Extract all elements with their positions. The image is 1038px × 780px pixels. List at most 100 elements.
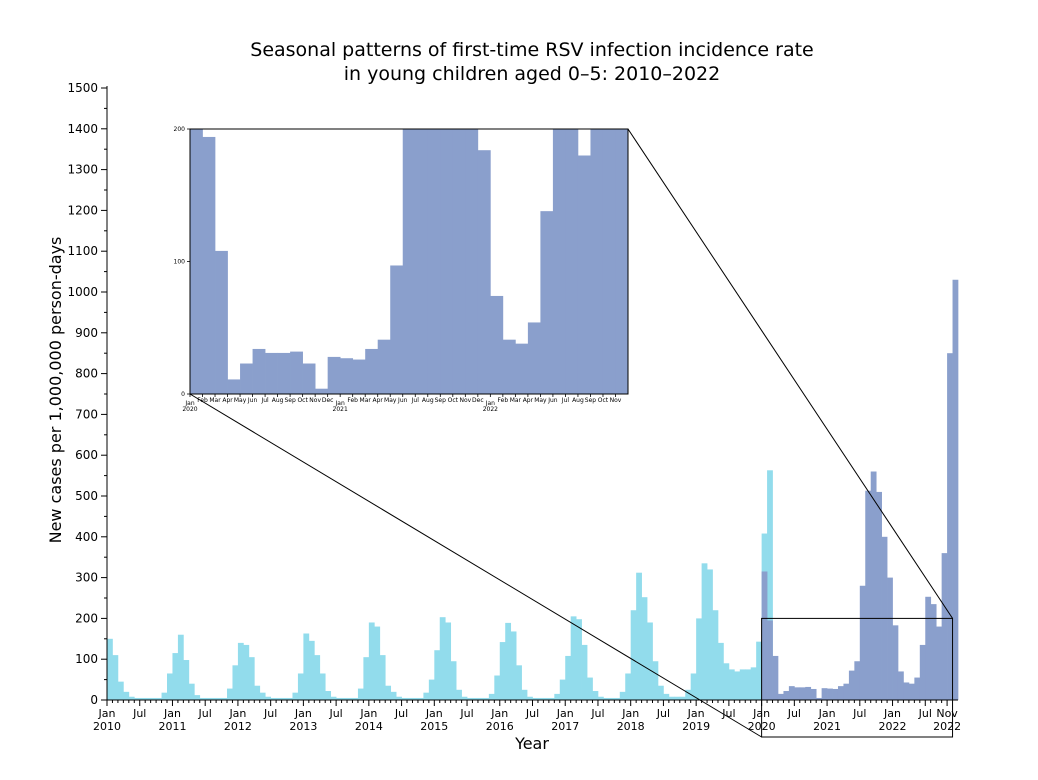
inset-bar-19 xyxy=(427,129,441,394)
bar-pre-109 xyxy=(701,563,708,700)
x-axis-label: Year xyxy=(514,734,549,753)
bar-post-147 xyxy=(908,683,915,700)
main-bars xyxy=(107,279,959,700)
x-tick-label-108: Jan xyxy=(687,707,705,720)
bar-post-138 xyxy=(859,585,866,700)
inset-bar-7 xyxy=(277,352,291,394)
inset-x-tick-label-30: Jul xyxy=(561,397,570,404)
bar-post-153 xyxy=(941,553,948,700)
bar-pre-121 xyxy=(767,470,773,700)
x-tick-label-72: Jan xyxy=(490,707,508,720)
bar-pre-69 xyxy=(483,697,490,700)
inset-x-tick-label-25: Feb xyxy=(498,397,509,404)
bar-pre-25 xyxy=(243,644,250,700)
x-tick-year-36: 2013 xyxy=(289,720,317,733)
inset-x-tick-label-29: Jun xyxy=(547,397,558,404)
bar-pre-44 xyxy=(347,697,353,700)
x-tick-year-0: 2010 xyxy=(93,720,121,733)
x-tick-label-60: Jan xyxy=(425,707,443,720)
bar-pre-62 xyxy=(445,622,452,700)
x-tick-year-96: 2018 xyxy=(617,720,645,733)
inset-bar-21 xyxy=(452,129,466,394)
bar-post-144 xyxy=(892,625,899,700)
x-tick-label-42: Jul xyxy=(328,707,342,720)
bar-pre-48 xyxy=(368,622,375,700)
bar-pre-14 xyxy=(183,660,190,700)
bar-post-133 xyxy=(832,688,839,700)
inset-bar-5 xyxy=(252,348,266,394)
bar-pre-82 xyxy=(554,693,561,700)
bar-pre-29 xyxy=(265,696,272,700)
bar-pre-16 xyxy=(194,695,201,700)
bar-pre-103 xyxy=(668,696,675,700)
bar-pre-2 xyxy=(117,681,124,700)
bar-pre-114 xyxy=(728,669,735,700)
bar-post-121 xyxy=(767,620,773,700)
inset-bar-20 xyxy=(440,129,454,394)
zoom-guide-line-upper xyxy=(627,128,953,619)
bar-pre-23 xyxy=(232,665,239,700)
inset-bar-9 xyxy=(302,363,316,394)
x-tick-label-30: Jul xyxy=(263,707,277,720)
x-tick-year-132: 2021 xyxy=(813,720,841,733)
bar-pre-78 xyxy=(532,697,539,700)
bar-pre-47 xyxy=(363,657,370,700)
bar-pre-63 xyxy=(450,661,457,700)
bar-pre-76 xyxy=(521,689,528,700)
inset-x-tick-year-24: 2022 xyxy=(483,406,498,413)
inset-x-tick-label-26: Mar xyxy=(510,397,522,404)
bar-pre-96 xyxy=(630,610,637,700)
bar-pre-1 xyxy=(112,655,119,700)
x-tick-label-90: Jul xyxy=(590,707,604,720)
bar-post-154 xyxy=(947,353,953,700)
x-tick-year-12: 2011 xyxy=(158,720,186,733)
bar-pre-108 xyxy=(696,618,702,700)
bar-post-141 xyxy=(876,491,882,700)
bar-post-148 xyxy=(914,677,921,700)
y-tick-label-400: 400 xyxy=(75,530,98,544)
bar-pre-95 xyxy=(625,673,632,700)
bar-pre-94 xyxy=(619,691,626,700)
bar-post-122 xyxy=(772,655,779,700)
bar-pre-86 xyxy=(576,619,582,700)
inset-bar-27 xyxy=(527,322,541,394)
bar-pre-35 xyxy=(297,673,304,700)
bar-post-146 xyxy=(903,682,910,700)
bar-pre-37 xyxy=(308,640,315,700)
inset-bar-28 xyxy=(540,211,554,394)
inset-bar-18 xyxy=(415,129,429,394)
x-tick-label-132: Jan xyxy=(818,707,836,720)
bar-pre-50 xyxy=(379,655,386,700)
bar-pre-5 xyxy=(134,697,141,700)
bar-pre-118 xyxy=(750,667,757,700)
x-tick-label-36: Jan xyxy=(294,707,312,720)
bar-pre-65 xyxy=(461,696,468,700)
bar-pre-46 xyxy=(357,688,364,700)
bar-pre-117 xyxy=(745,669,752,700)
bar-post-129 xyxy=(810,688,817,700)
y-tick-label-0: 0 xyxy=(90,693,98,707)
bar-post-152 xyxy=(936,626,942,700)
y-tick-label-700: 700 xyxy=(75,407,98,421)
bar-pre-74 xyxy=(510,631,517,700)
inset-bar-4 xyxy=(240,363,253,394)
inset-bar-23 xyxy=(477,150,491,394)
bar-pre-24 xyxy=(237,642,244,700)
bar-pre-98 xyxy=(641,597,648,700)
inset-x-tick-year-0: 2020 xyxy=(182,406,197,413)
bar-pre-67 xyxy=(472,697,479,700)
inset-bar-26 xyxy=(515,343,529,394)
inset-x-tick-label-34: Nov xyxy=(610,397,622,404)
bar-pre-87 xyxy=(581,644,588,700)
inset-bar-29 xyxy=(552,129,566,394)
inset-x-tick-label-5: Jun xyxy=(247,397,258,404)
inset-x-tick-label-33: Oct xyxy=(598,397,609,404)
bar-post-155 xyxy=(952,279,959,700)
bar-pre-71 xyxy=(494,675,501,700)
bar-pre-80 xyxy=(543,697,550,700)
x-tick-label-18: Jul xyxy=(198,707,212,720)
x-tick-label-102: Jul xyxy=(656,707,670,720)
bar-post-130 xyxy=(816,697,822,700)
bar-pre-106 xyxy=(685,689,692,700)
y-tick-label-900: 900 xyxy=(75,326,98,340)
